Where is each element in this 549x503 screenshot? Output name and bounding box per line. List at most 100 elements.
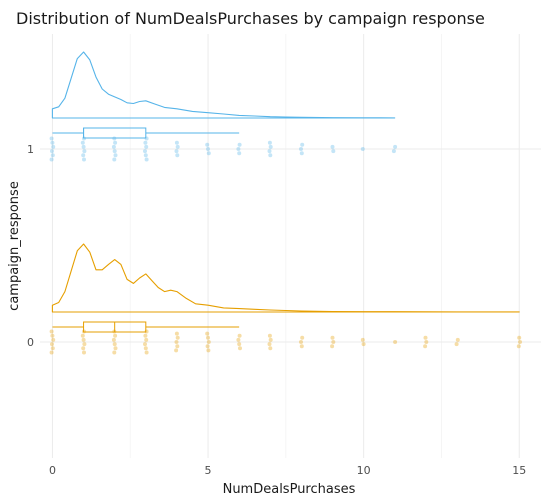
data-point-1 <box>237 142 242 147</box>
density-curve-1 <box>51 51 396 119</box>
data-point-1 <box>205 142 210 147</box>
data-point-0 <box>205 344 210 349</box>
x-tick-label: 15 <box>512 464 526 477</box>
x-tick-label: 5 <box>205 464 212 477</box>
data-point-0 <box>238 346 242 351</box>
data-point-0 <box>516 344 521 349</box>
data-point-0 <box>360 337 365 342</box>
data-point-1 <box>112 149 117 154</box>
data-point-0 <box>300 335 305 340</box>
data-point-1 <box>391 149 396 154</box>
y-tick-label-0: 0 <box>27 336 34 349</box>
data-point-1 <box>175 153 180 158</box>
data-point-1 <box>143 153 148 158</box>
data-point-1 <box>113 153 118 158</box>
data-point-0 <box>299 340 303 344</box>
data-point-1 <box>144 136 149 141</box>
data-point-1 <box>144 144 149 149</box>
data-point-0 <box>80 333 85 338</box>
data-point-1 <box>49 157 54 162</box>
data-point-0 <box>174 331 179 336</box>
data-point-0 <box>206 348 211 353</box>
density-curve-0 <box>51 243 520 313</box>
data-point-1 <box>331 149 336 154</box>
data-point-0 <box>113 333 118 338</box>
data-point-0 <box>144 350 149 355</box>
data-point-0 <box>518 340 522 344</box>
data-point-1 <box>51 144 56 149</box>
data-point-0 <box>111 337 116 342</box>
data-point-1 <box>112 157 117 162</box>
data-point-1 <box>206 147 210 151</box>
data-point-1 <box>267 149 272 154</box>
data-point-0 <box>112 329 117 334</box>
data-point-0 <box>206 335 210 340</box>
data-point-0 <box>113 346 118 351</box>
data-point-0 <box>112 342 117 347</box>
data-point-0 <box>424 340 429 344</box>
data-point-0 <box>393 340 398 344</box>
data-point-0 <box>82 329 86 334</box>
data-point-1 <box>111 144 116 149</box>
data-point-0 <box>299 344 304 349</box>
data-point-0 <box>51 337 56 342</box>
series-1 <box>49 51 398 162</box>
data-point-0 <box>330 335 335 340</box>
y-axis-ticks: 10 <box>27 143 34 349</box>
data-point-1 <box>174 140 179 145</box>
data-point-0 <box>49 329 54 334</box>
data-point-0 <box>237 333 242 338</box>
data-point-0 <box>268 346 273 351</box>
data-point-0 <box>49 350 54 355</box>
data-point-1 <box>50 149 54 154</box>
data-point-0 <box>143 342 147 347</box>
data-point-1 <box>143 140 148 145</box>
data-point-0 <box>454 342 459 347</box>
data-point-1 <box>143 149 147 154</box>
data-point-0 <box>423 335 428 340</box>
data-point-1 <box>81 144 86 149</box>
y-tick-label-1: 1 <box>27 143 34 156</box>
data-point-1 <box>80 140 85 145</box>
data-point-1 <box>82 157 86 162</box>
data-point-1 <box>299 151 304 156</box>
box-1 <box>83 127 147 139</box>
data-point-0 <box>175 335 180 340</box>
data-point-0 <box>82 350 86 355</box>
data-point-0 <box>331 340 336 344</box>
data-point-0 <box>174 340 179 344</box>
data-point-0 <box>144 329 149 334</box>
data-point-1 <box>300 142 305 147</box>
data-point-0 <box>50 333 55 338</box>
data-point-1 <box>82 149 87 154</box>
data-point-0 <box>112 350 117 355</box>
data-point-0 <box>205 331 210 336</box>
y-axis-label: campaign_response <box>7 181 22 311</box>
data-point-0 <box>206 340 211 344</box>
data-point-1 <box>206 151 211 156</box>
data-point-0 <box>82 342 87 347</box>
data-point-0 <box>236 337 241 342</box>
data-point-1 <box>82 136 86 141</box>
data-point-1 <box>175 144 180 149</box>
x-axis-ticks: 0 5 10 15 <box>49 464 526 477</box>
data-point-0 <box>268 337 273 342</box>
data-point-1 <box>330 144 335 149</box>
data-point-1 <box>268 153 273 158</box>
data-point-1 <box>268 144 273 149</box>
data-point-0 <box>81 346 86 351</box>
chart-title: Distribution of NumDealsPurchases by cam… <box>16 9 485 28</box>
x-tick-label: 10 <box>357 464 371 477</box>
data-point-1 <box>393 144 398 149</box>
data-point-1 <box>267 140 272 145</box>
data-point-1 <box>299 147 303 151</box>
data-point-0 <box>144 337 149 342</box>
data-point-1 <box>237 151 242 156</box>
data-point-0 <box>81 337 86 342</box>
series-0 <box>49 243 522 355</box>
data-point-0 <box>330 344 335 349</box>
data-point-0 <box>517 335 522 340</box>
x-tick-label: 0 <box>49 464 56 477</box>
data-point-0 <box>455 337 460 342</box>
